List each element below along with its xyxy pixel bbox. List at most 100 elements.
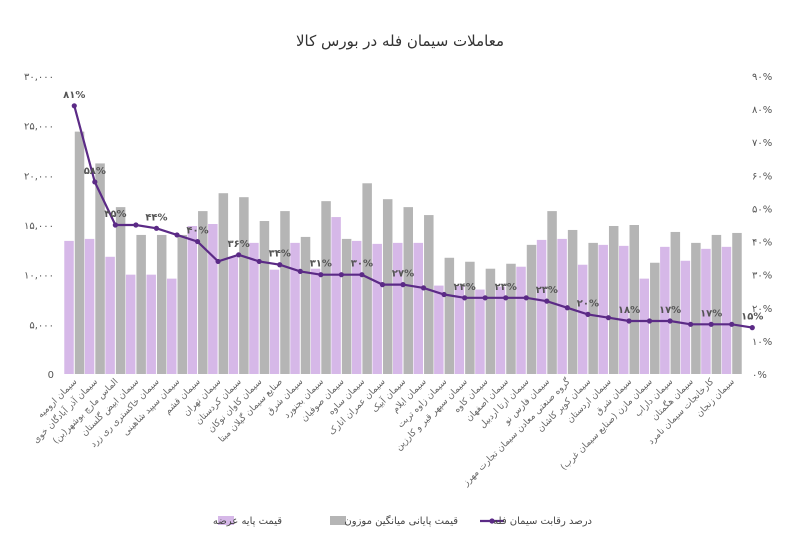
y-right-tick-label: ۷۰% xyxy=(752,138,772,149)
competition-point xyxy=(318,272,324,278)
bar-final-price xyxy=(732,232,742,374)
bar-base-price xyxy=(660,246,670,374)
bar-final-price xyxy=(691,242,701,374)
bar-base-price xyxy=(310,268,321,374)
bar-base-price xyxy=(125,274,136,374)
data-label: ۲۷% xyxy=(392,269,414,280)
bars xyxy=(64,131,742,374)
y-right-tick-label: ۰% xyxy=(752,370,767,381)
bar-base-price xyxy=(84,238,95,374)
competition-point xyxy=(256,258,262,265)
bar-base-price xyxy=(228,256,239,374)
bar-base-price xyxy=(598,244,608,374)
competition-point xyxy=(605,315,612,321)
bar-base-price xyxy=(249,242,259,374)
y-left-tick-label: ۱۰,۰۰۰ xyxy=(24,271,54,282)
data-label: ۴۴% xyxy=(145,212,167,223)
bar-final-price xyxy=(403,207,413,374)
data-label: ۱۸% xyxy=(618,305,640,316)
y-right-tick-label: ۹۰% xyxy=(752,72,772,83)
bar-base-price xyxy=(680,260,691,374)
bar-final-price xyxy=(198,211,208,374)
competition-point xyxy=(297,268,303,274)
competition-line xyxy=(71,103,755,331)
competition-point xyxy=(379,282,386,288)
competition-point xyxy=(153,225,160,231)
bar-base-price xyxy=(619,245,629,374)
bar-final-price xyxy=(74,131,85,374)
bar-base-price xyxy=(577,264,588,374)
competition-point xyxy=(626,318,632,324)
bar-base-price xyxy=(475,289,485,374)
bar-base-price xyxy=(290,242,300,374)
bar-base-price xyxy=(372,243,382,374)
bar-final-price xyxy=(239,197,249,374)
bar-base-price xyxy=(351,240,362,374)
data-label: ۸۱% xyxy=(63,90,85,101)
data-label: ۴۵% xyxy=(104,209,126,220)
competition-line-path xyxy=(73,105,753,329)
competition-point xyxy=(215,258,221,265)
competition-point xyxy=(462,295,468,301)
bar-final-price xyxy=(115,207,126,374)
legend-swatch-final-price xyxy=(330,516,346,525)
bar-final-price xyxy=(177,234,187,374)
data-label: ۳۶% xyxy=(228,239,250,250)
data-label: ۲۴% xyxy=(454,282,476,293)
competition-point xyxy=(646,318,653,324)
bar-base-price xyxy=(167,278,177,374)
legend-label-final-price: قیمت پایانی میانگین موزون xyxy=(344,515,458,527)
competition-point xyxy=(277,262,283,268)
bar-base-price xyxy=(536,239,547,374)
y-right-tick-label: ۸۰% xyxy=(752,105,772,116)
bar-final-price xyxy=(382,199,393,374)
y-right-tick-label: ۱۰% xyxy=(752,337,772,348)
bar-final-price xyxy=(424,215,434,374)
y-right-tick-label: ۲۰% xyxy=(752,304,772,315)
bar-final-price xyxy=(506,263,516,374)
y-left-tick-label: ۱۵,۰۰۰ xyxy=(24,221,54,232)
bar-final-price xyxy=(650,262,660,374)
bar-final-price xyxy=(95,163,105,374)
competition-point xyxy=(359,272,365,278)
competition-point xyxy=(708,321,714,327)
bar-base-price xyxy=(434,285,444,374)
legend: قیمت پایه عرضه قیمت پایانی میانگین موزون د… xyxy=(213,515,592,527)
bar-base-price xyxy=(701,248,711,374)
bar-base-price xyxy=(208,224,218,374)
bar-final-price xyxy=(547,211,557,374)
y-axis-left: 0 ۵,۰۰۰ ۱۰,۰۰۰ ۱۵,۰۰۰ ۲۰,۰۰۰ ۲۵,۰۰۰ ۳۰,۰۰۰ xyxy=(24,72,54,381)
competition-point xyxy=(174,232,180,238)
chart-title: معاملات سیمان فله در بورس کالا xyxy=(296,32,504,50)
bar-base-price xyxy=(187,225,198,374)
legend-label-competition: درصد رقابت سیمان فله xyxy=(493,516,592,527)
bar-base-price xyxy=(413,242,424,374)
competition-point xyxy=(523,295,529,301)
competition-point xyxy=(585,311,591,317)
competition-point xyxy=(564,305,570,311)
y-axis-right: ۰% ۱۰% ۲۰% ۳۰% ۴۰% ۵۰% ۶۰% ۷۰% ۸۰% ۹۰% xyxy=(752,72,772,381)
bar-base-price xyxy=(331,217,341,374)
data-label: ۱۷% xyxy=(700,308,722,319)
competition-point xyxy=(133,222,139,228)
bar-base-price xyxy=(495,286,506,374)
competition-point xyxy=(71,103,77,109)
competition-point xyxy=(482,295,488,301)
bar-base-price xyxy=(393,242,403,374)
bar-final-price xyxy=(485,268,496,374)
competition-point xyxy=(420,285,427,291)
bar-final-price xyxy=(362,183,372,374)
bar-base-price xyxy=(454,285,465,374)
data-label: ۳۴% xyxy=(269,249,291,260)
y-left-tick-label: ۵,۰۰۰ xyxy=(29,320,54,331)
data-label: ۴۰% xyxy=(186,226,208,237)
bar-base-price xyxy=(721,246,732,374)
competition-point xyxy=(338,272,344,278)
bar-base-price xyxy=(516,266,526,374)
y-right-tick-label: ۶۰% xyxy=(752,171,772,182)
bar-final-price xyxy=(280,211,290,374)
legend-swatch-base-price xyxy=(218,516,234,525)
competition-point xyxy=(194,238,201,245)
data-label: ۵۸% xyxy=(84,166,106,177)
